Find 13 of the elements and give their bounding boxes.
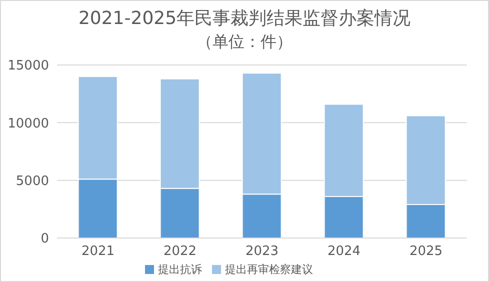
y-tick-label: 10000 (8, 116, 49, 132)
x-tick-label: 2021 (81, 244, 115, 260)
legend-label: 提出再审检察建议 (225, 263, 313, 276)
x-tick-label: 2024 (327, 244, 361, 260)
chart-title: 2021-2025年民事裁判结果监督办案情况 (77, 7, 412, 31)
x-tick-label: 2023 (245, 244, 279, 260)
y-tick-label: 5000 (16, 174, 49, 189)
chart-subtitle: （单位：件） (196, 31, 294, 53)
y-tick-label: 15000 (8, 58, 49, 74)
y-tick-label: 0 (40, 232, 49, 247)
x-tick-label: 2022 (163, 244, 197, 260)
legend-label: 提出抗诉 (158, 263, 202, 276)
x-tick-label: 2025 (409, 244, 443, 260)
